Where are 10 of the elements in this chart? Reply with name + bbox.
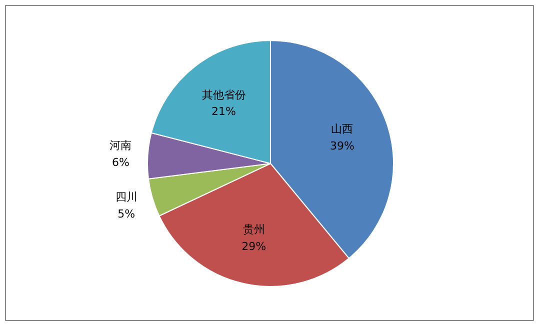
slice-label: 其他省份 [202, 88, 246, 102]
data-label: 21% [212, 105, 236, 118]
data-label: 6% [112, 156, 130, 170]
data-label: 29% [242, 240, 266, 253]
slice-label: 河南 [110, 139, 132, 152]
data-label: 39% [330, 140, 354, 153]
slice-label: 山西 [331, 122, 354, 136]
slice-label: 四川 [115, 190, 138, 204]
slice-label: 贵州 [242, 222, 265, 236]
data-label: 5% [118, 207, 136, 220]
